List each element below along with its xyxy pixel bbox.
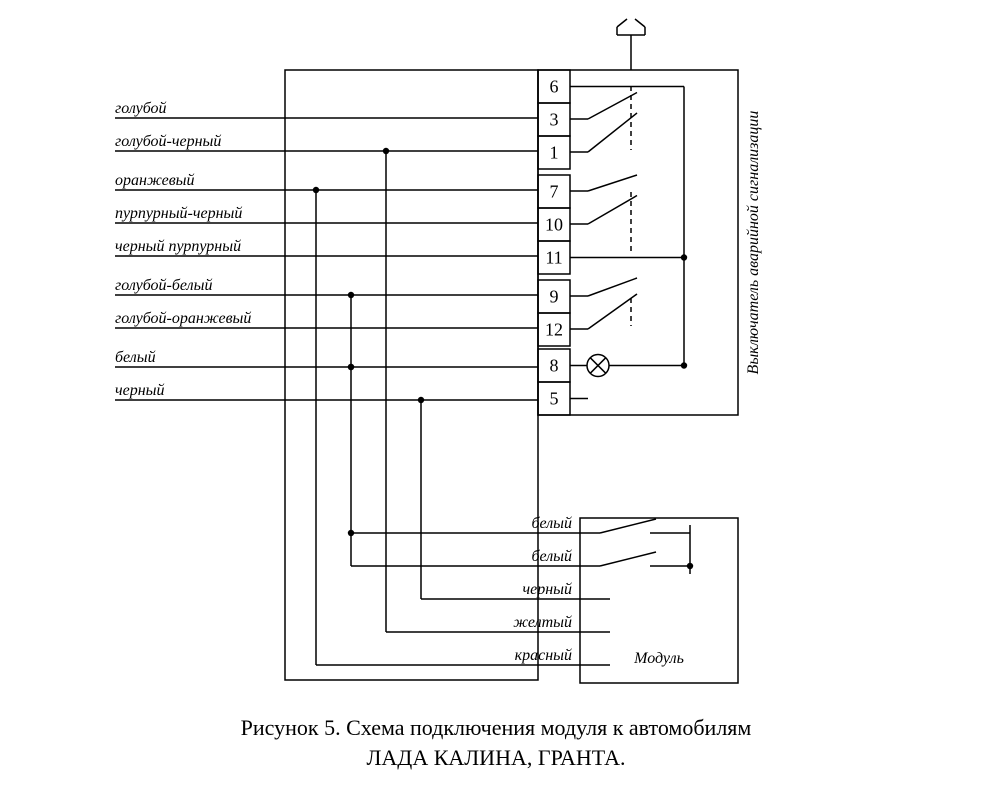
pin-label-6: 6 [550,77,559,97]
pin-label-10: 10 [545,215,563,235]
wire-label: черный пурпурный [115,238,241,255]
wire-label: голубой-белый [115,277,212,294]
module-label: Модуль [633,650,684,667]
pin-label-9: 9 [550,287,559,307]
hazard-switch-label: Выключатель аварийной сигнализации [745,111,762,375]
wire-label: голубой-оранжевый [115,310,251,327]
pin-label-12: 12 [545,320,563,340]
module-wire-label: красный [515,647,572,664]
pin-label-8: 8 [550,356,559,376]
module-wire-label: белый [531,515,572,532]
pin-label-11: 11 [545,248,562,268]
module-wire-label: желтый [513,614,572,631]
wire-label: пурпурный-черный [115,205,242,222]
pin-label-1: 1 [550,143,559,163]
wiring-diagram: 6 3 1 7 10 11 9 12 8 5 Выключатель аварийной сигна… [0,0,992,797]
figure-caption-line2: ЛАДА КАЛИНА, ГРАНТА. [367,745,626,770]
pin-label-5: 5 [550,389,559,409]
figure-caption-line1: Рисунок 5. Схема подключения модуля к ав… [241,715,752,740]
pin-label-3: 3 [550,110,559,130]
wire-label: черный [115,382,165,399]
wire-label: белый [115,349,156,366]
module-wire-label: черный [522,581,572,598]
wire-label: оранжевый [115,172,195,189]
module-wire-label: белый [531,548,572,565]
wire-label: голубой [115,100,167,117]
pin-label-7: 7 [550,182,559,202]
wire-label: голубой-черный [115,133,221,150]
